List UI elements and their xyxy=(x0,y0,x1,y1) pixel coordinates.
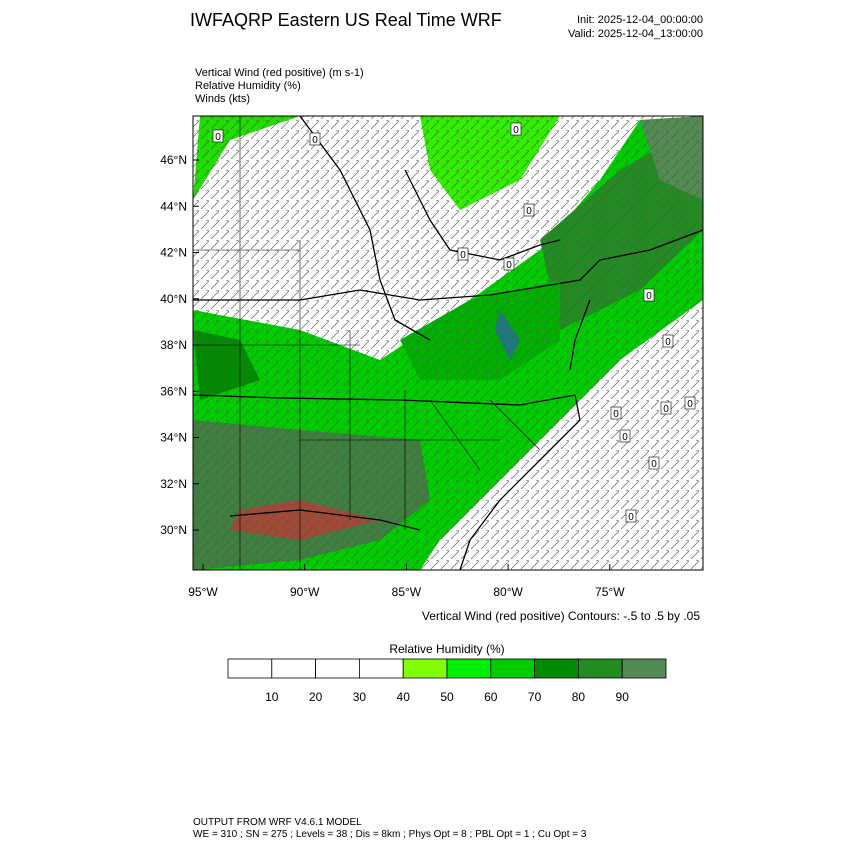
lat-label: 44°N xyxy=(160,199,187,213)
colorbar-swatch xyxy=(402,658,448,679)
field-label: Relative Humidity (%) xyxy=(195,80,301,92)
contour-label: 0 xyxy=(622,432,628,443)
colorbar-label: 60 xyxy=(484,690,498,704)
contour-label: 0 xyxy=(526,206,532,217)
valid-time: Valid: 2025-12-04_13:00:00 xyxy=(568,28,703,40)
colorbar-title: Relative Humidity (%) xyxy=(389,642,504,656)
colorbar-swatch xyxy=(490,658,535,679)
colorbar-swatch xyxy=(358,658,404,679)
contour-label: 0 xyxy=(513,125,519,136)
contour-label-box xyxy=(503,257,515,271)
lat-label: 42°N xyxy=(160,246,187,260)
contour-label: 0 xyxy=(215,132,221,143)
colorbar-label: 10 xyxy=(265,690,279,704)
colorbar-label: 80 xyxy=(572,690,586,704)
contour-label: 0 xyxy=(312,135,318,146)
contour-label-box xyxy=(684,396,696,410)
contour-label-box xyxy=(625,509,637,523)
contour-label-box xyxy=(510,122,522,136)
contour-label-box xyxy=(610,406,622,420)
contour-label: 0 xyxy=(646,291,652,302)
contour-label: 0 xyxy=(506,260,512,271)
contour-label-box xyxy=(662,334,674,348)
contour-label-box xyxy=(457,247,469,261)
contour-label: 0 xyxy=(651,459,657,470)
colorbar-swatch xyxy=(315,658,360,679)
lat-label: 32°N xyxy=(160,477,187,491)
footer-line: OUTPUT FROM WRF V4.6.1 MODEL xyxy=(193,817,362,828)
lat-label: 38°N xyxy=(160,338,187,352)
colorbar-swatch xyxy=(446,658,492,679)
contour-label-box xyxy=(648,456,660,470)
field-label: Winds (kts) xyxy=(195,93,250,105)
title: IWFAQRP Eastern US Real Time WRF xyxy=(190,10,502,30)
map xyxy=(193,116,703,570)
contour-label: 0 xyxy=(613,409,619,420)
contour-label: 0 xyxy=(687,399,693,410)
lon-label: 85°W xyxy=(392,585,422,599)
lon-label: 90°W xyxy=(290,585,320,599)
lat-label: 34°N xyxy=(160,431,187,445)
colorbar-label: 70 xyxy=(528,690,542,704)
contour-label: 0 xyxy=(628,512,634,523)
contour-label-box xyxy=(212,129,224,143)
contour-label-box xyxy=(523,203,535,217)
contour-label-box xyxy=(643,288,655,302)
lon-label: 95°W xyxy=(188,585,218,599)
contour-note: Vertical Wind (red positive) Contours: -… xyxy=(422,609,700,623)
contour-label: 0 xyxy=(663,404,669,415)
lon-label: 80°W xyxy=(493,585,523,599)
colorbar-swatch xyxy=(621,658,667,679)
lon-label: 75°W xyxy=(595,585,625,599)
lat-label: 30°N xyxy=(160,523,187,537)
field-label: Vertical Wind (red positive) (m s-1) xyxy=(195,67,364,79)
lat-label: 46°N xyxy=(160,153,187,167)
contour-label-box xyxy=(619,429,631,443)
plot-frame xyxy=(192,115,704,571)
lat-label: 36°N xyxy=(160,384,187,398)
colorbar-label: 40 xyxy=(397,690,411,704)
contour-label-box xyxy=(309,132,321,146)
colorbar-swatch xyxy=(227,658,273,679)
colorbar-label: 20 xyxy=(309,690,323,704)
colorbar-swatch xyxy=(534,658,579,679)
colorbar-label: 30 xyxy=(353,690,367,704)
init-time: Init: 2025-12-04_00:00:00 xyxy=(577,14,703,26)
colorbar-swatch xyxy=(271,658,316,679)
lat-label: 40°N xyxy=(160,292,187,306)
colorbar-label: 90 xyxy=(616,690,630,704)
colorbar-label: 50 xyxy=(440,690,454,704)
footer-line: WE = 310 ; SN = 275 ; Levels = 38 ; Dis … xyxy=(193,829,587,840)
contour-label: 0 xyxy=(460,250,466,261)
colorbar-swatch xyxy=(578,658,623,679)
contour-label: 0 xyxy=(665,337,671,348)
contour-label-box xyxy=(660,401,672,415)
